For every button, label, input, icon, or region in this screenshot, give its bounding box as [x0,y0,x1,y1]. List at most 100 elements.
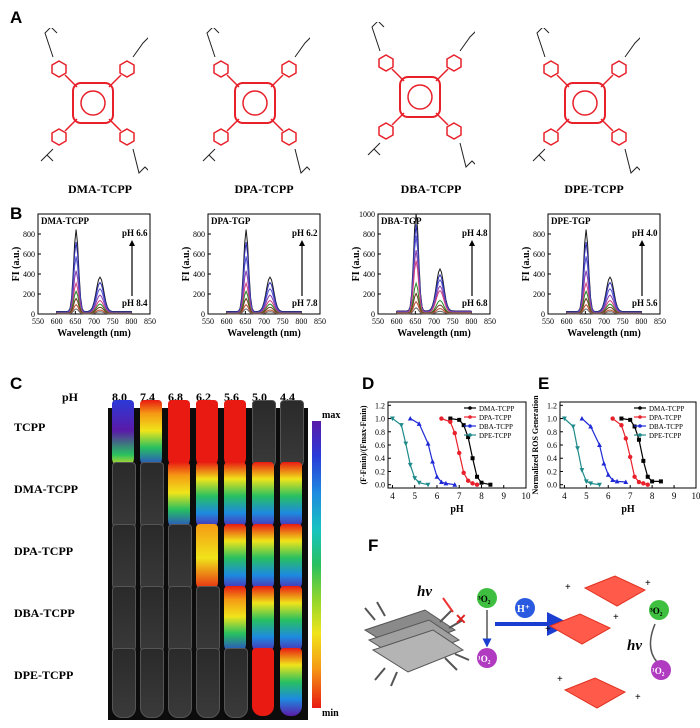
y-tick-label: 0.8 [547,428,557,437]
data-point [641,458,646,463]
x-axis-title: Wavelength (nm) [397,328,471,339]
data-point [588,481,594,486]
data-point [452,482,458,487]
sample-tube [224,400,246,468]
y-tick-label: 200 [193,290,205,299]
data-point [425,441,431,446]
data-point [579,415,585,421]
spectrum-title: DBA-TGP [381,216,422,226]
triplet-oxygen-right [649,600,669,620]
x-tick-label: 10 [692,491,700,501]
singlet-oxygen-right-label: ¹O₂ [652,666,665,676]
sample-tube [224,524,246,592]
sample-tube [112,524,136,594]
porphyrin-core [399,76,441,118]
spectrum-curve [56,229,132,312]
data-point [597,482,602,488]
sample-tube [140,462,164,532]
cross-mark: ✕ [455,613,467,628]
molecule-dba-tcpp [365,20,483,168]
triplet-oxygen-right-label: ³O₂ [650,606,663,616]
singlet-oxygen-right [651,660,671,680]
compound-label-dpa: DPA-TCPP [234,182,294,196]
data-point [628,417,633,422]
x-tick-label: 4 [562,491,567,501]
sample-tube [252,400,276,470]
x-tick-label: 600 [221,317,233,326]
sample-tube [112,586,136,656]
molecule-dma-tcpp [38,26,156,174]
phenyl-ring [51,128,67,146]
ph-bottom-label: pH 5.6 [632,298,658,308]
x-tick-label: 600 [561,317,573,326]
x-tick-label: 9 [672,491,677,501]
data-point [488,482,493,487]
sample-tube [280,586,302,654]
side-chain [367,142,381,156]
phenyl-ring [213,60,229,78]
spectrum-1: 0 200 400 600 800 550 600 650 700 750 800 850 Wavele… [181,213,326,339]
side-chain [532,148,546,162]
y-tick-label: 400 [363,270,375,279]
svg-text:+: + [565,582,571,593]
series-line [392,418,429,486]
side-chain [40,148,54,162]
x-tick-label: 5 [584,491,589,501]
x-axis-title: Wavelength (nm) [227,328,301,339]
y-axis-title: (F-Fmin)/(Fmax-Fmin) [359,405,368,484]
x-axis-title: pH [621,504,635,515]
phenyl-ring [543,60,559,78]
data-point [448,416,453,421]
data-point [470,456,475,461]
x-tick-label: 750 [447,317,459,326]
sample-tube [140,400,162,468]
x-tick-label: 550 [202,317,214,326]
y-axis-title: Normalized ROS Generation [531,395,540,495]
x-tick-label: 600 [391,317,403,326]
panel-letter-f: F [368,536,379,555]
sample-tube [140,524,164,594]
side-chain [132,148,152,174]
y-tick-label: 0.6 [375,441,385,450]
data-point [398,423,404,428]
x-tick-label: 750 [617,317,629,326]
spectrum-curve [226,229,302,312]
x-tick-label: 600 [51,317,63,326]
data-point [439,479,444,485]
hv-label-right: hν [627,638,642,654]
y-tick-label: 0.0 [547,481,557,490]
y-tick-label: 600 [193,250,205,259]
x-tick-label: 7 [457,491,462,501]
data-point [627,454,633,460]
porphyrin-core [564,82,606,124]
data-point [588,423,594,429]
y-tick-label: 600 [533,250,545,259]
data-point [623,436,629,441]
x-tick-label: 550 [32,317,44,326]
x-tick-label: 800 [465,317,477,326]
data-point [390,416,395,422]
y-tick-label: 400 [533,270,545,279]
y-tick-label: 0.2 [375,467,385,476]
y-tick-label: 1.2 [375,401,385,410]
x-tick-label: 650 [409,317,421,326]
imaging-row-label: TCPP [14,420,46,434]
phenyl-ring [543,128,559,146]
data-point [412,476,418,481]
phenyl-ring [119,128,135,146]
sample-tube [140,648,164,718]
sample-tube [168,400,190,468]
data-point [475,474,480,479]
spectrum-curve [396,260,472,313]
y-tick-label: 400 [23,270,35,279]
svg-text:+: + [613,612,619,623]
y-tick-label: 1.0 [547,415,557,424]
phenyl-ring [119,60,135,78]
data-point [425,482,431,488]
side-chain [206,26,220,58]
spectrum-2: 0 200 400 600 800 1000 550 600 650 700 750 800 850 Wa… [351,210,496,339]
data-point [623,479,629,485]
y-tick-label: 800 [193,230,205,239]
light-arrow-left [442,597,454,613]
compound-label-dpe: DPE-TCPP [564,182,624,196]
